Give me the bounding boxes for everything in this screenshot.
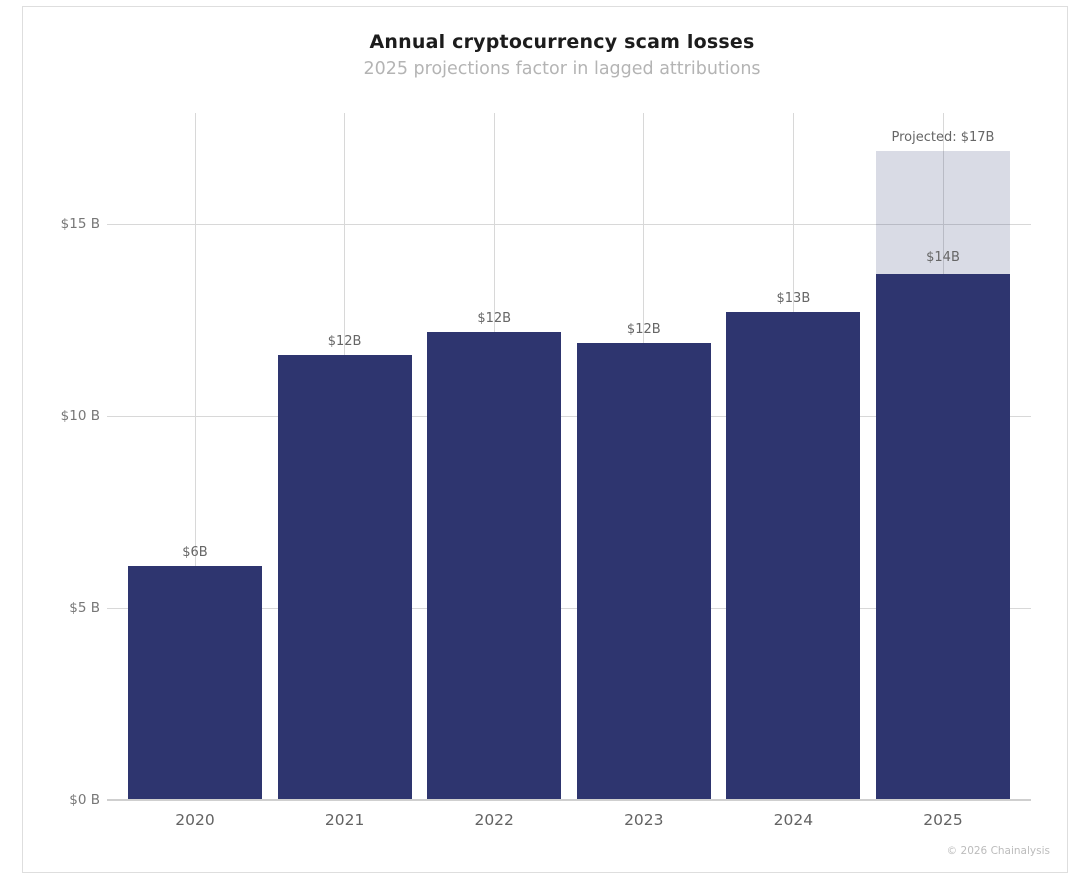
horizontal-gridline-15b (107, 223, 1031, 225)
y-axis-tick-label-15b: $15 B (60, 216, 100, 232)
bar-value-label-2022: $12B (477, 310, 512, 326)
chart-title: Annual cryptocurrency scam losses (369, 31, 755, 53)
bar-2023 (576, 343, 711, 800)
x-axis-label-2025: 2025 (923, 811, 963, 829)
bar-2025 (876, 273, 1010, 800)
x-axis-label-2022: 2022 (474, 811, 514, 829)
x-axis-label-2024: 2024 (773, 811, 814, 829)
bar-2024 (726, 312, 861, 800)
bar-value-label-2024: $13B (776, 291, 811, 307)
x-axis-label-2023: 2023 (624, 811, 664, 829)
bar-value-label-2020: $6B (182, 544, 208, 560)
source-attribution: © 2026 Chainalysis (946, 845, 1050, 857)
x-axis-label-2021: 2021 (324, 811, 365, 829)
y-axis-tick-label-5b: $5 B (69, 600, 100, 616)
y-axis-tick-label-10b: $10 B (60, 408, 100, 424)
bar-2022 (427, 331, 562, 800)
y-axis-tick-label-0b: $0 B (69, 792, 100, 808)
bar-2021 (277, 354, 412, 800)
chart-card-border (22, 6, 1068, 873)
horizontal-gridline-10b (107, 415, 1031, 417)
bar-projected-value-label-2025: Projected: $17B (891, 130, 995, 146)
horizontal-gridline-5b (107, 607, 1031, 609)
x-axis-line (107, 799, 1031, 801)
bar-2020 (128, 565, 262, 800)
x-axis-label-2020: 2020 (175, 811, 215, 829)
bar-value-label-2025: $14B (926, 249, 960, 265)
bar-2025-projected-segment (876, 151, 1010, 274)
chart-subtitle: 2025 projections factor in lagged attrib… (363, 59, 761, 79)
bar-value-label-2021: $12B (327, 333, 362, 349)
vertical-gridline-2020 (194, 113, 196, 800)
bar-value-label-2023: $12B (626, 322, 661, 338)
